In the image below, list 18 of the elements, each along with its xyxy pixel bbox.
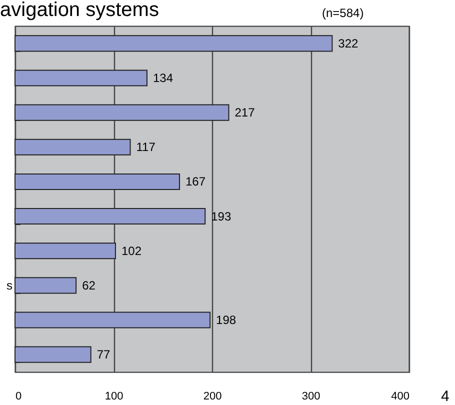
data-label: 62 — [82, 278, 96, 292]
data-label: 198 — [216, 312, 236, 327]
x-tick-label: 400 — [391, 390, 410, 402]
data-label: 102 — [121, 244, 142, 258]
text: (n=584) — [322, 6, 364, 20]
data-label: 167 — [185, 174, 206, 189]
x-tick-label: 100 — [104, 390, 124, 402]
x-tick-label: 0 — [16, 390, 22, 402]
x-tick-label: 300 — [302, 390, 320, 402]
data-label: 134 — [152, 71, 174, 86]
data-label: 117 — [136, 140, 156, 154]
x-tick-label: 200 — [203, 390, 222, 402]
chart-title: avigation systems — [0, 0, 159, 21]
data-label: 77 — [96, 348, 111, 362]
data-label: 217 — [234, 106, 256, 120]
data-label: 322 — [338, 36, 359, 50]
y-tick-label: s — [6, 278, 12, 292]
text: 4 — [441, 388, 450, 405]
